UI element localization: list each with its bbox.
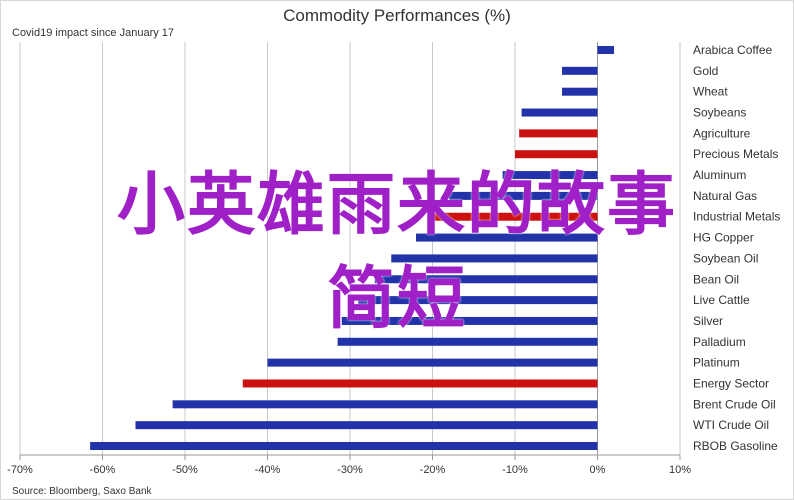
bar: [416, 233, 598, 242]
bar: [562, 87, 598, 96]
category-label: Wheat: [693, 85, 728, 99]
category-label: Precious Metals: [693, 147, 778, 161]
x-tick-label: -20%: [420, 464, 446, 476]
bars: [90, 46, 614, 450]
bar: [502, 171, 598, 180]
x-tick-label: -40%: [255, 464, 281, 476]
x-tick-label: 10%: [669, 464, 691, 476]
bar: [358, 296, 598, 305]
category-label: Live Cattle: [693, 293, 750, 307]
category-label: Aluminum: [693, 168, 746, 182]
category-label: HG Copper: [693, 231, 754, 245]
category-label: Platinum: [693, 356, 740, 370]
x-tick-label: -60%: [90, 464, 116, 476]
category-label: Energy Sector: [693, 376, 769, 390]
bar: [521, 108, 598, 117]
bar: [374, 275, 598, 284]
bar: [562, 66, 598, 75]
bar: [267, 358, 598, 367]
bar: [597, 46, 614, 54]
category-label: Natural Gas: [693, 189, 757, 203]
category-label: Silver: [693, 314, 723, 328]
bar: [432, 212, 598, 221]
category-label: Soybeans: [693, 106, 746, 120]
bar: [135, 421, 598, 430]
category-label: Gold: [693, 64, 718, 78]
bar: [90, 442, 598, 450]
x-axis-ticks: -70% -60% -50% -40% -30% -20% -10% 0% 10%: [7, 455, 691, 476]
category-label: Agriculture: [693, 126, 751, 140]
x-tick-label: -50%: [172, 464, 198, 476]
category-label: Industrial Metals: [693, 210, 780, 224]
category-label: Palladium: [693, 335, 746, 349]
bar: [337, 337, 598, 346]
bar: [449, 191, 598, 200]
category-label: Arabica Coffee: [693, 43, 772, 57]
x-tick-label: 0%: [590, 464, 606, 476]
bar: [391, 254, 598, 263]
x-tick-label: -30%: [337, 464, 363, 476]
chart-source: Source: Bloomberg, Saxo Bank: [12, 486, 153, 497]
bar: [515, 150, 598, 159]
category-label: Bean Oil: [693, 272, 739, 286]
bar: [242, 379, 598, 388]
category-label: Brent Crude Oil: [693, 397, 776, 411]
bar: [172, 400, 598, 409]
category-label: RBOB Gasoline: [693, 439, 778, 453]
category-labels: Arabica Coffee Gold Wheat Soybeans Agricultu…: [693, 43, 780, 453]
x-tick-label: -70%: [7, 464, 33, 476]
chart-title: Commodity Performances (%): [283, 6, 511, 25]
bar: [519, 129, 598, 138]
x-tick-label: -10%: [502, 464, 528, 476]
category-label: Soybean Oil: [693, 251, 758, 265]
chart-subtitle: Covid19 impact since January 17: [12, 27, 174, 39]
category-label: WTI Crude Oil: [693, 418, 769, 432]
bar: [341, 316, 598, 325]
